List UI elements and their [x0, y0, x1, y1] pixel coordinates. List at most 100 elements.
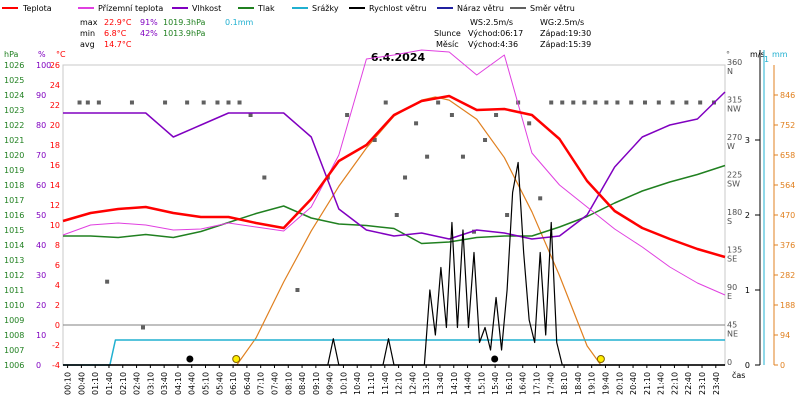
wm2-tick-label: 376: [780, 241, 795, 250]
hpa-tick-label: 1023: [4, 106, 24, 115]
x-tick-label: 19:10: [588, 372, 597, 395]
deg-tick-label: 225: [727, 171, 742, 180]
x-tick-label: 00:40: [77, 372, 86, 395]
legend-item-srazky: Srážky: [292, 4, 339, 13]
legend-item-vlhkost: Vlhkost: [172, 4, 221, 13]
pct-tick-label: 100: [36, 61, 51, 70]
wm2-tick-label: 94: [780, 331, 790, 340]
wind-dir-point: [604, 100, 609, 105]
x-tick-label: 21:10: [643, 372, 652, 395]
wind-dir-point: [684, 100, 689, 105]
wind-dir-point: [77, 100, 82, 105]
wind-dir-point: [215, 100, 220, 105]
x-tick-label: 20:40: [629, 372, 638, 395]
stats-min-label: min: [80, 29, 95, 38]
x-tick-label: 09:40: [326, 372, 335, 395]
axis-title-degc: °C: [56, 50, 66, 59]
axis-title-ms: m/s: [750, 50, 765, 59]
x-tick-label: 03:10: [146, 372, 155, 395]
degc-tick-label: 24: [50, 81, 60, 90]
wind-dir-point: [425, 154, 430, 159]
legend-item-feel: Přízemní teplota: [78, 4, 163, 13]
legend-item-teplota: Teplota: [2, 4, 52, 13]
stats-min-press: 1013.9hPa: [163, 29, 206, 38]
moon-rise: Východ:4:36: [468, 40, 518, 49]
legend: Teplota Přízemní teplota Vlhkost Tlak Sr…: [2, 4, 575, 13]
moonset-marker: [491, 355, 499, 363]
wm2-tick-label: 846: [780, 91, 795, 100]
wind-dir-point: [538, 196, 543, 201]
wind-dir-point: [163, 100, 168, 105]
deg-tick-label: 360: [727, 58, 742, 67]
x-tick-label: 14:10: [450, 372, 459, 395]
x-tick-label: 21:40: [657, 372, 666, 395]
hpa-tick-label: 1020: [4, 151, 24, 160]
hpa-tick-label: 1025: [4, 76, 24, 85]
deg-tick-label: 45: [727, 321, 737, 330]
degc-tick-label: -4: [52, 361, 60, 370]
wind-dir-point: [96, 100, 101, 105]
legend-label: Srážky: [312, 4, 339, 13]
wind-dir-point: [571, 100, 576, 105]
x-tick-label: 22:40: [684, 372, 693, 395]
hpa-tick-label: 1022: [4, 121, 24, 130]
legend-label: Vlhkost: [192, 4, 221, 13]
x-tick-label: 15:40: [491, 372, 500, 395]
wind-dir-point: [372, 138, 377, 142]
degc-tick-label: 22: [50, 101, 60, 110]
stats-min-hum: 42%: [140, 29, 158, 38]
hpa-tick-label: 1021: [4, 136, 24, 145]
series-teplota: [62, 94, 726, 259]
hpa-tick-label: 1009: [4, 316, 24, 325]
x-tick-label: 23:40: [712, 372, 721, 395]
moonrise-marker: [186, 355, 194, 363]
pct-tick-label: 0: [36, 361, 41, 370]
hpa-tick-label: 1018: [4, 181, 24, 190]
axes-layer: 1006100710081009101010111012101310141015…: [4, 50, 795, 370]
x-tick-label: 15:10: [477, 372, 486, 395]
wind-dir-point: [414, 121, 419, 126]
deg-tick-label: 90: [727, 283, 737, 292]
wind-dir-point: [383, 100, 388, 105]
x-tick-label: 08:10: [284, 372, 293, 395]
stats-avg-label: avg: [80, 40, 95, 49]
wind-dir-point: [629, 100, 634, 105]
x-tick-label: 11:40: [381, 372, 390, 395]
stats-block: max 22.9°C 91% 1019.3hPa 0.1mm min 6.8°C…: [80, 18, 254, 49]
stats-max-rain: 0.1mm: [225, 18, 254, 27]
legend-label: Rychlost větru: [369, 4, 426, 13]
hpa-tick-label: 1024: [4, 91, 24, 100]
legend-label: Náraz větru: [457, 4, 504, 13]
wind-dir-point: [560, 100, 565, 105]
pct-tick-label: 20: [36, 301, 46, 310]
wind-ws: WS:2.5m/s: [470, 18, 513, 27]
pct-tick-label: 90: [36, 91, 46, 100]
legend-item-smer: Směr větru: [510, 4, 575, 13]
x-tick-label: 22:10: [670, 372, 679, 395]
wm2-tick-label: 282: [780, 271, 795, 280]
wind-dir-point: [615, 100, 620, 105]
x-tick-label: 04:10: [174, 372, 183, 395]
wind-dir-point: [129, 100, 134, 105]
deg-tick-label: 180: [727, 208, 742, 217]
legend-item-rychlost: Rychlost větru: [349, 4, 426, 13]
wind-dir-point: [656, 100, 661, 105]
ms-tick-label: 3: [745, 136, 750, 145]
x-tick-label: 19:40: [601, 372, 610, 395]
chart-title: 6.4.2024: [371, 51, 426, 64]
axis-title-hpa: hPa: [4, 50, 19, 59]
moon-label: Měsíc: [436, 40, 459, 49]
x-tick-label: 18:10: [560, 372, 569, 395]
wind-dir-point: [237, 100, 242, 105]
degc-tick-label: 8: [55, 241, 60, 250]
x-tick-label: 20:10: [615, 372, 624, 395]
deg-tick-label: S: [727, 217, 732, 226]
x-tick-label: 01:40: [105, 372, 114, 395]
pct-tick-label: 80: [36, 121, 46, 130]
wind-dir-point: [643, 100, 648, 105]
hpa-tick-label: 1008: [4, 331, 24, 340]
series-layer: [62, 49, 726, 366]
x-tick-label: 16:40: [519, 372, 528, 395]
legend-label: Přízemní teplota: [98, 4, 163, 13]
